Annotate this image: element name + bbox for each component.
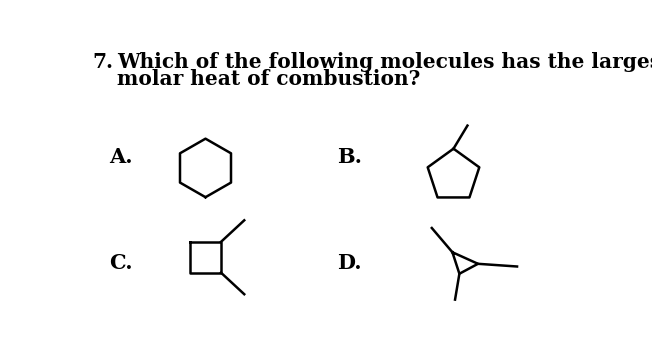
Text: B.: B. bbox=[337, 147, 363, 167]
Text: Which of the following molecules has the largest: Which of the following molecules has the… bbox=[117, 53, 652, 72]
Text: molar heat of combustion?: molar heat of combustion? bbox=[117, 69, 421, 89]
Text: 7.: 7. bbox=[93, 53, 113, 72]
Text: A.: A. bbox=[110, 147, 133, 167]
Text: D.: D. bbox=[337, 253, 362, 273]
Text: C.: C. bbox=[110, 253, 133, 273]
